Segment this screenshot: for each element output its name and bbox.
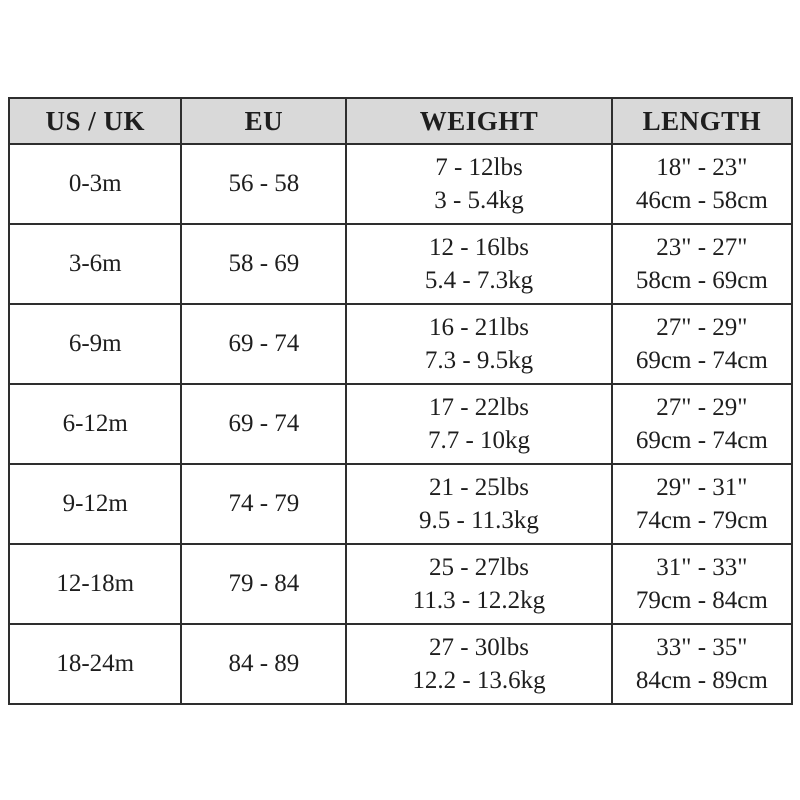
cell-weight: 25 - 27lbs 11.3 - 12.2kg	[345, 543, 613, 625]
header-cell-length: LENGTH	[610, 97, 794, 145]
table-header: US / UK EU WEIGHT LENGTH	[7, 97, 794, 145]
cell-us-uk: 12-18m	[7, 543, 183, 625]
weight-kg: 9.5 - 11.3kg	[419, 507, 539, 534]
length-in: 27" - 29"	[656, 394, 748, 421]
weight-kg: 7.3 - 9.5kg	[424, 347, 534, 374]
cell-length: 18" - 23" 46cm - 58cm	[610, 143, 794, 225]
baby-size-chart-table: US / UK EU WEIGHT LENGTH 0-3m 56 - 58 7 …	[7, 97, 794, 705]
weight-lbs: 12 - 16lbs	[428, 234, 529, 261]
length-cm: 58cm - 69cm	[635, 267, 768, 294]
cell-eu: 79 - 84	[180, 543, 348, 625]
cell-weight: 16 - 21lbs 7.3 - 9.5kg	[345, 303, 613, 385]
cell-weight: 27 - 30lbs 12.2 - 13.6kg	[345, 623, 613, 705]
cell-length: 27" - 29" 69cm - 74cm	[610, 303, 794, 385]
cell-us-uk: 0-3m	[7, 143, 183, 225]
table-row: 3-6m 58 - 69 12 - 16lbs 5.4 - 7.3kg 23" …	[7, 223, 794, 305]
cell-length: 31" - 33" 79cm - 84cm	[610, 543, 794, 625]
length-cm: 74cm - 79cm	[635, 507, 768, 534]
cell-us-uk: 6-9m	[7, 303, 183, 385]
header-cell-eu: EU	[180, 97, 348, 145]
length-in: 33" - 35"	[656, 634, 748, 661]
length-in: 18" - 23"	[656, 154, 748, 181]
cell-length: 23" - 27" 58cm - 69cm	[610, 223, 794, 305]
cell-weight: 7 - 12lbs 3 - 5.4kg	[345, 143, 613, 225]
table-row: 6-9m 69 - 74 16 - 21lbs 7.3 - 9.5kg 27" …	[7, 303, 794, 385]
cell-us-uk: 6-12m	[7, 383, 183, 465]
weight-kg: 7.7 - 10kg	[427, 427, 531, 454]
table-row: 6-12m 69 - 74 17 - 22lbs 7.7 - 10kg 27" …	[7, 383, 794, 465]
weight-lbs: 7 - 12lbs	[435, 154, 523, 181]
length-in: 27" - 29"	[656, 314, 748, 341]
cell-weight: 17 - 22lbs 7.7 - 10kg	[345, 383, 613, 465]
length-in: 31" - 33"	[656, 554, 748, 581]
weight-lbs: 16 - 21lbs	[428, 314, 529, 341]
weight-kg: 12.2 - 13.6kg	[412, 667, 546, 694]
weight-lbs: 27 - 30lbs	[428, 634, 529, 661]
cell-eu: 69 - 74	[180, 303, 348, 385]
length-cm: 69cm - 74cm	[635, 427, 768, 454]
cell-length: 29" - 31" 74cm - 79cm	[610, 463, 794, 545]
cell-us-uk: 3-6m	[7, 223, 183, 305]
cell-eu: 56 - 58	[180, 143, 348, 225]
weight-kg: 3 - 5.4kg	[434, 187, 524, 214]
cell-length: 27" - 29" 69cm - 74cm	[610, 383, 794, 465]
length-cm: 84cm - 89cm	[635, 667, 768, 694]
cell-eu: 74 - 79	[180, 463, 348, 545]
length-cm: 46cm - 58cm	[635, 187, 768, 214]
table-row: 12-18m 79 - 84 25 - 27lbs 11.3 - 12.2kg …	[7, 543, 794, 625]
weight-lbs: 25 - 27lbs	[428, 554, 529, 581]
weight-lbs: 17 - 22lbs	[428, 394, 529, 421]
cell-eu: 58 - 69	[180, 223, 348, 305]
cell-us-uk: 18-24m	[7, 623, 183, 705]
header-cell-weight: WEIGHT	[345, 97, 613, 145]
length-cm: 69cm - 74cm	[635, 347, 768, 374]
table-row: 18-24m 84 - 89 27 - 30lbs 12.2 - 13.6kg …	[7, 623, 794, 705]
cell-length: 33" - 35" 84cm - 89cm	[610, 623, 794, 705]
length-in: 29" - 31"	[656, 474, 748, 501]
table-body: 0-3m 56 - 58 7 - 12lbs 3 - 5.4kg 18" - 2…	[7, 143, 794, 705]
cell-weight: 21 - 25lbs 9.5 - 11.3kg	[345, 463, 613, 545]
weight-kg: 11.3 - 12.2kg	[412, 587, 546, 614]
length-in: 23" - 27"	[656, 234, 748, 261]
header-row: US / UK EU WEIGHT LENGTH	[7, 97, 794, 145]
weight-lbs: 21 - 25lbs	[428, 474, 529, 501]
length-cm: 79cm - 84cm	[635, 587, 768, 614]
weight-kg: 5.4 - 7.3kg	[424, 267, 534, 294]
cell-weight: 12 - 16lbs 5.4 - 7.3kg	[345, 223, 613, 305]
header-cell-us-uk: US / UK	[7, 97, 183, 145]
table-row: 9-12m 74 - 79 21 - 25lbs 9.5 - 11.3kg 29…	[7, 463, 794, 545]
cell-eu: 84 - 89	[180, 623, 348, 705]
cell-eu: 69 - 74	[180, 383, 348, 465]
table-row: 0-3m 56 - 58 7 - 12lbs 3 - 5.4kg 18" - 2…	[7, 143, 794, 225]
cell-us-uk: 9-12m	[7, 463, 183, 545]
